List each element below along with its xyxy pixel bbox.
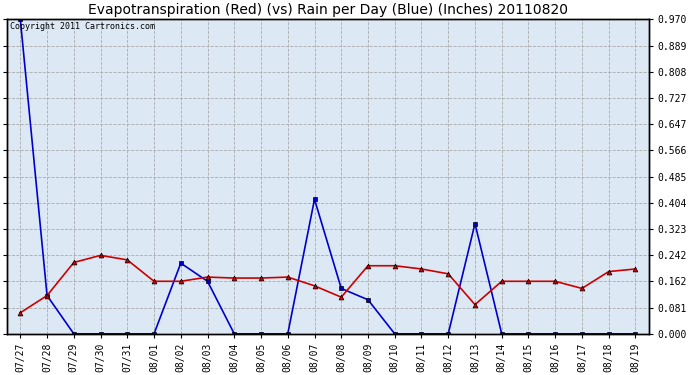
Title: Evapotranspiration (Red) (vs) Rain per Day (Blue) (Inches) 20110820: Evapotranspiration (Red) (vs) Rain per D… [88,3,568,17]
Text: Copyright 2011 Cartronics.com: Copyright 2011 Cartronics.com [10,22,155,32]
